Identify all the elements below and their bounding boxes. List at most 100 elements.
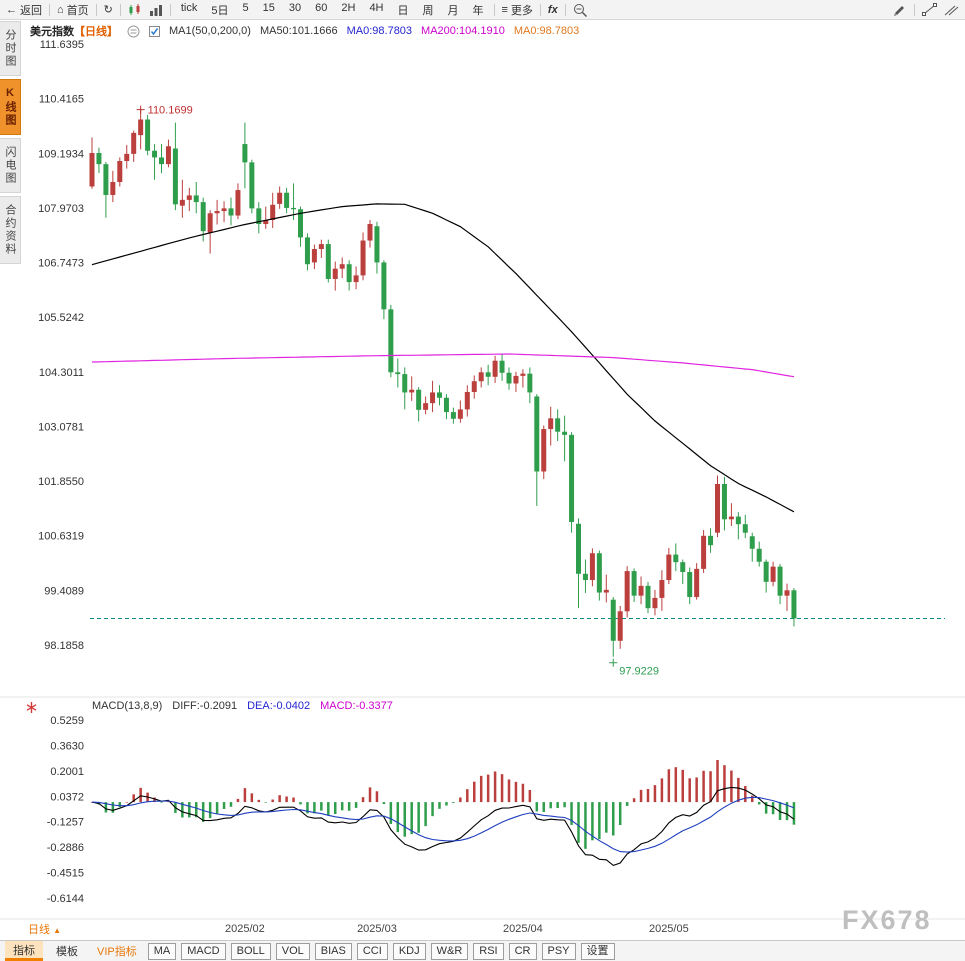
- tab-VOL[interactable]: VOL: [275, 942, 310, 960]
- back-icon: ←: [6, 3, 17, 16]
- toolbar-divider: [169, 3, 171, 16]
- macd-diff-line: [91, 786, 795, 867]
- toolbar-divider: [539, 3, 541, 16]
- interval-button-年[interactable]: 年: [472, 4, 484, 17]
- toolbar-divider: [564, 3, 566, 16]
- tab-设置[interactable]: 设置: [580, 942, 615, 960]
- main-chart-header: 美元指数【日线】 MA1(50,0,200,0) MA50:101.1666 M…: [30, 23, 579, 39]
- interval-button-60[interactable]: 60: [315, 1, 328, 14]
- main-y-tick: 110.4165: [39, 94, 84, 106]
- tab-PSY[interactable]: PSY: [541, 942, 576, 960]
- bar-chart-button[interactable]: [149, 4, 163, 16]
- fx-indicator-button[interactable]: fx: [548, 4, 558, 16]
- sidebar-item-K线图[interactable]: K线图: [0, 79, 21, 135]
- interval-button-日[interactable]: 日: [397, 4, 409, 17]
- tab-指标[interactable]: 指标: [5, 941, 43, 961]
- macd-y-tick: -0.2886: [47, 842, 84, 854]
- indicator-asterisk-icon: [26, 702, 37, 713]
- refresh-button[interactable]: ↻: [104, 3, 113, 16]
- macd-y-tick: 0.3630: [50, 740, 84, 752]
- main-y-tick: 103.0781: [38, 421, 84, 433]
- macd-diff-value: DIFF:-0.2091: [172, 700, 238, 712]
- main-y-tick: 109.1934: [38, 148, 84, 160]
- ma0-value-blue: MA0:98.7803: [346, 25, 413, 37]
- tab-RSI[interactable]: RSI: [473, 942, 504, 960]
- x-axis-label: 2025/03: [357, 923, 397, 935]
- tab-MA[interactable]: MA: [147, 942, 177, 960]
- channel-tool-button[interactable]: [944, 3, 959, 16]
- main-y-tick: 98.1858: [44, 640, 84, 652]
- main-y-tick: 107.9703: [38, 203, 84, 215]
- toolbar-divider: [119, 3, 121, 16]
- sidebar-item-闪电图[interactable]: 闪电图: [0, 138, 21, 193]
- period-tag: 【日线】: [74, 26, 118, 38]
- main-y-tick: 111.6395: [40, 39, 84, 51]
- zoom-out-button[interactable]: [573, 3, 588, 17]
- interval-button-30[interactable]: 30: [288, 1, 302, 14]
- interval-button-5[interactable]: 5: [242, 1, 249, 14]
- bar-chart-icon: [149, 4, 162, 16]
- ma50-value: MA50:101.1666: [259, 25, 338, 37]
- channel-icon: [944, 5, 959, 16]
- refresh-icon: ↻: [103, 4, 113, 16]
- tab-W&R[interactable]: W&R: [430, 942, 469, 960]
- ma-params: MA1(50,0,200,0): [169, 25, 251, 37]
- toolbar-divider: [914, 3, 915, 16]
- interval-button-tick[interactable]: tick: [180, 1, 198, 14]
- x-axis-label: 2025/05: [649, 923, 689, 935]
- draw-pencil-button[interactable]: [893, 3, 907, 16]
- more-label: 更多: [510, 4, 533, 17]
- x-axis-label: 2025/04: [503, 923, 543, 935]
- back-label: 返回: [20, 4, 42, 17]
- high-annotation: 110.1699: [148, 105, 193, 117]
- ma200-value: MA200:104.1910: [421, 25, 505, 37]
- tab-CCI[interactable]: CCI: [356, 942, 388, 960]
- trendline-tool-button[interactable]: [922, 3, 937, 16]
- tab-CR[interactable]: CR: [508, 942, 537, 960]
- interval-button-15[interactable]: 15: [262, 1, 275, 14]
- back-button[interactable]: ← 返回: [6, 2, 42, 18]
- main-y-tick: 105.5242: [38, 312, 84, 324]
- tab-KDJ[interactable]: KDJ: [392, 942, 426, 960]
- macd-macd-value: MACD:-0.3377: [320, 700, 393, 712]
- macd-y-tick: -0.6144: [47, 893, 84, 905]
- interval-button-2H[interactable]: 2H: [341, 1, 356, 14]
- ma50-line: [91, 203, 795, 513]
- toolbar-divider: [95, 3, 97, 16]
- home-label: 首页: [66, 4, 89, 17]
- top-toolbar: ← 返回 ⌂ 首页 ↻ tick 5日 5 15 30 60 2H 4H 日周月年 ≡ 更多 f…: [0, 0, 965, 20]
- ma-visibility-checkbox-icon[interactable]: [149, 25, 160, 37]
- interval-button-5日[interactable]: 5日: [211, 4, 229, 17]
- home-button[interactable]: ⌂ 首页: [57, 2, 89, 18]
- interval-button-周[interactable]: 周: [422, 4, 434, 17]
- candlestick-chart-icon: [129, 3, 140, 15]
- more-button[interactable]: ≡ 更多: [502, 2, 533, 18]
- toolbar-divider: [49, 3, 50, 16]
- tab-BIAS[interactable]: BIAS: [314, 942, 352, 960]
- tab-模板[interactable]: 模板: [56, 946, 78, 958]
- tab-BOLL[interactable]: BOLL: [230, 942, 271, 960]
- main-y-tick: 104.3011: [39, 367, 84, 379]
- macd-y-tick: -0.1257: [47, 817, 84, 829]
- symbol-name: 美元指数: [30, 26, 74, 38]
- tab-VIP指标[interactable]: VIP指标: [97, 946, 137, 958]
- sidebar-item-分时图[interactable]: 分时图: [0, 21, 21, 76]
- indicator-settings-button[interactable]: [25, 701, 38, 719]
- interval-buttons: tick 5日 5 15 30 60 2H 4H 日周月年: [178, 2, 487, 18]
- period-dropdown[interactable]: 日线 ▲: [28, 921, 61, 937]
- macd-params: MACD(13,8,9): [92, 700, 163, 712]
- sidebar-item-合约资料[interactable]: 合约资料: [0, 196, 21, 264]
- zoom-out-icon: [573, 3, 587, 17]
- candlestick-chart-button[interactable]: [128, 3, 142, 16]
- toolbar-divider: [493, 3, 495, 16]
- pencil-icon: [894, 6, 904, 16]
- main-y-tick: 100.6319: [38, 531, 84, 543]
- tab-MACD[interactable]: MACD: [181, 942, 226, 960]
- trendline-icon: [922, 3, 937, 16]
- interval-button-4H[interactable]: 4H: [369, 1, 384, 14]
- macd-y-tick: 0.5259: [50, 715, 84, 727]
- chart-settings-icon[interactable]: [127, 25, 140, 38]
- interval-button-月[interactable]: 月: [447, 4, 459, 17]
- ma200-line: [91, 353, 795, 378]
